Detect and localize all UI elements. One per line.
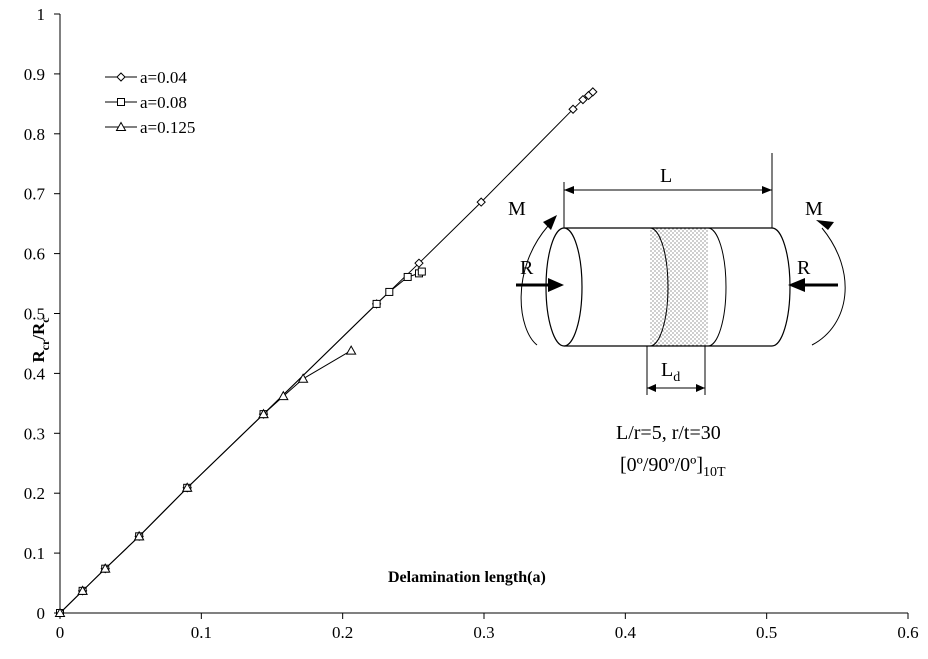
axis-ticks: 0 0.1 0.2 0.3 0.4 0.5 0.6 0 0.1 0.2 0.3 0.4 0.5 0.6 0.… bbox=[24, 5, 919, 642]
y-tick-label: 0.9 bbox=[24, 65, 45, 84]
legend: a=0.04 a=0.08 a=0.125 bbox=[105, 68, 195, 137]
moment-arrow-right bbox=[811, 227, 846, 346]
y-tick-label: 0.4 bbox=[24, 364, 46, 383]
legend-label: a=0.08 bbox=[140, 93, 187, 112]
data-point bbox=[345, 345, 357, 355]
layup-text: [0º/90º/0º]10T bbox=[620, 454, 726, 480]
load-label-left: R bbox=[520, 257, 534, 279]
data-point bbox=[588, 87, 598, 97]
data-point bbox=[54, 607, 66, 617]
moment-arrowhead-right bbox=[816, 220, 834, 230]
data-point bbox=[77, 585, 88, 595]
moment-label-left: M bbox=[508, 198, 526, 220]
x-axis-label: Delamination length(a) bbox=[388, 569, 546, 586]
data-point bbox=[99, 563, 111, 573]
data-point bbox=[385, 287, 394, 296]
series-triangle bbox=[54, 345, 357, 617]
moment-arrowhead-left bbox=[543, 215, 557, 230]
cylinder-left-end bbox=[545, 227, 583, 347]
data-point bbox=[417, 267, 426, 276]
legend-item: a=0.08 bbox=[105, 93, 187, 112]
data-point bbox=[297, 373, 309, 383]
delam-boundary-right bbox=[707, 227, 727, 347]
series-square bbox=[56, 267, 426, 617]
data-point bbox=[414, 258, 424, 268]
ld-arrow-right bbox=[696, 384, 705, 392]
y-tick-label: 1 bbox=[37, 5, 46, 24]
y-tick-label: 0.8 bbox=[24, 125, 45, 144]
data-point bbox=[372, 299, 381, 308]
x-tick-label: 0.1 bbox=[191, 623, 212, 642]
legend-marker bbox=[117, 98, 125, 106]
x-tick-label: 0.2 bbox=[332, 623, 353, 642]
load-arrowhead-right bbox=[788, 278, 805, 292]
x-tick-label: 0.5 bbox=[756, 623, 777, 642]
x-tick-label: 0.4 bbox=[615, 623, 637, 642]
l-arrow-left bbox=[564, 186, 574, 194]
y-tick-label: 0 bbox=[37, 604, 46, 623]
data-point bbox=[403, 272, 412, 281]
l-arrow-right bbox=[762, 186, 772, 194]
load-label-right: R bbox=[797, 257, 811, 279]
y-tick-label: 0.5 bbox=[24, 305, 45, 324]
y-tick-label: 0.3 bbox=[24, 424, 45, 443]
ld-label: Ld bbox=[661, 359, 680, 385]
y-tick-label: 0.7 bbox=[24, 185, 46, 204]
x-tick-label: 0.6 bbox=[897, 623, 918, 642]
delamination-region bbox=[650, 228, 708, 346]
cylinder-diagram: L M M R R Ld L/r=5, r/t=30 [0º/90º/0º]10 bbox=[508, 153, 846, 480]
data-point bbox=[133, 530, 145, 541]
params-text: L/r=5, r/t=30 bbox=[616, 422, 721, 444]
x-tick-label: 0.3 bbox=[473, 623, 494, 642]
data-point bbox=[578, 94, 588, 105]
cylinder-right-end bbox=[771, 227, 791, 347]
y-tick-label: 0.1 bbox=[24, 544, 45, 563]
moment-label-right: M bbox=[805, 198, 823, 220]
load-arrowhead-left bbox=[548, 278, 564, 292]
series-layer bbox=[54, 87, 598, 618]
moment-arrow-left bbox=[520, 225, 549, 346]
y-tick-label: 0.6 bbox=[24, 245, 45, 264]
legend-marker bbox=[116, 72, 126, 82]
series-line bbox=[59, 350, 352, 614]
legend-item: a=0.125 bbox=[105, 118, 195, 137]
legend-label: a=0.125 bbox=[140, 118, 195, 137]
legend-marker bbox=[115, 121, 127, 131]
data-point bbox=[277, 390, 289, 401]
data-point bbox=[476, 197, 486, 207]
y-axis-label: Rcr/Rc bbox=[29, 317, 52, 363]
data-point bbox=[181, 482, 193, 492]
delam-boundary-left bbox=[649, 227, 669, 347]
y-tick-label: 0.2 bbox=[24, 484, 45, 503]
series-line bbox=[59, 271, 423, 614]
x-tick-label: 0 bbox=[56, 623, 65, 642]
data-point bbox=[258, 408, 269, 419]
legend-item: a=0.04 bbox=[105, 68, 187, 87]
ld-arrow-left bbox=[647, 384, 656, 392]
data-point bbox=[568, 104, 578, 114]
legend-label: a=0.04 bbox=[140, 68, 187, 87]
l-label: L bbox=[660, 165, 672, 187]
